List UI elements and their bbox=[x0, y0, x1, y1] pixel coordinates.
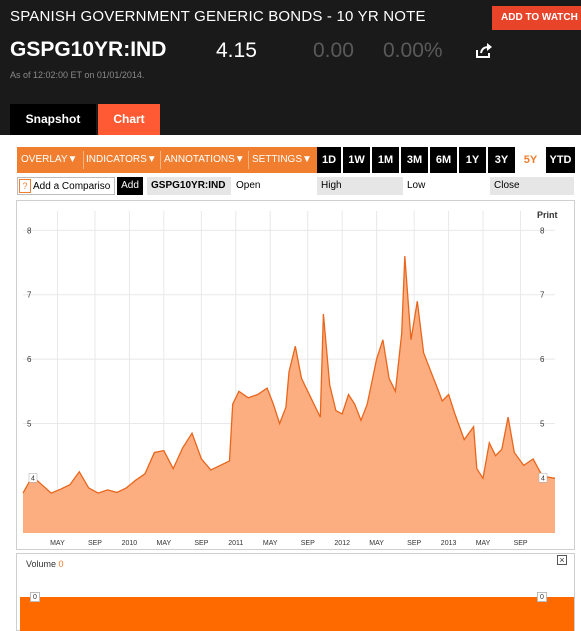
chart-toolbar bbox=[17, 147, 317, 173]
low-value: Low bbox=[407, 180, 426, 191]
range-ytd-button[interactable]: YTD bbox=[546, 147, 575, 173]
range-1w-button[interactable]: 1W bbox=[343, 147, 370, 173]
marker-right-box bbox=[538, 473, 548, 483]
toolbar-divider bbox=[248, 151, 249, 169]
y-tick-label-right: 6 bbox=[540, 355, 545, 364]
marker-left-label: 4 bbox=[31, 475, 35, 482]
toolbar-divider bbox=[83, 151, 84, 169]
y-tick-label-left: 6 bbox=[27, 355, 32, 364]
price-change: 0.00 bbox=[313, 39, 354, 62]
x-tick-label: SEP bbox=[514, 540, 528, 547]
open-value: Open bbox=[235, 177, 316, 195]
volume-tick-right: 0 bbox=[537, 592, 547, 602]
x-tick-label: SEP bbox=[301, 540, 315, 547]
tab-bar bbox=[0, 95, 581, 135]
marker-left-box bbox=[28, 473, 38, 483]
add-compare-button[interactable]: Add bbox=[117, 177, 143, 195]
last-price: 4.15 bbox=[216, 39, 257, 62]
x-tick-label: MAY bbox=[369, 540, 384, 547]
price-chart: 8 8 7 7 6 6 5 5 4 4 MAY SEP 2010 MAY SEP 2011 MAY SEP 2012… bbox=[22, 211, 556, 547]
x-tick-label: 2011 bbox=[228, 540, 243, 547]
range-5y-button[interactable]: 5Y bbox=[517, 147, 544, 173]
annotations-menu[interactable]: ANNOTATIONS▼ bbox=[164, 154, 245, 165]
ticker-symbol: GSPG10YR:IND bbox=[10, 38, 167, 61]
volume-title: Volume bbox=[26, 559, 57, 569]
x-tick-label: MAY bbox=[263, 540, 278, 547]
range-3m-button[interactable]: 3M bbox=[401, 147, 428, 173]
range-3y-button[interactable]: 3Y bbox=[488, 147, 515, 173]
x-tick-label: MAY bbox=[476, 540, 491, 547]
volume-tick-left: 0 bbox=[30, 592, 40, 602]
overlay-menu[interactable]: OVERLAY▼ bbox=[21, 154, 78, 165]
yield-area bbox=[23, 256, 555, 533]
tab-chart[interactable]: Chart bbox=[98, 104, 160, 135]
compare-input[interactable]: ? Add a Compariso bbox=[17, 177, 115, 195]
toolbar-divider bbox=[160, 151, 161, 169]
page-title: SPANISH GOVERNMENT GENERIC BONDS - 10 YR… bbox=[10, 8, 426, 25]
help-icon[interactable]: ? bbox=[19, 179, 31, 194]
compare-placeholder: Add a Compariso bbox=[33, 181, 111, 192]
high-value: High bbox=[317, 177, 403, 195]
x-tick-label: SEP bbox=[407, 540, 421, 547]
x-tick-label: SEP bbox=[194, 540, 208, 547]
y-tick-label-left: 8 bbox=[27, 226, 32, 235]
range-1d-button[interactable]: 1D bbox=[317, 147, 341, 173]
close-value: Close bbox=[490, 177, 574, 195]
yield-line bbox=[22, 256, 556, 494]
volume-value: 0 bbox=[58, 559, 64, 569]
price-change-percent: 0.00% bbox=[383, 39, 443, 62]
y-tick-label-right: 5 bbox=[540, 420, 545, 429]
volume-label: Volume 0 bbox=[26, 559, 64, 569]
x-tick-label: MAY bbox=[50, 540, 65, 547]
volume-bar bbox=[20, 597, 574, 631]
x-tick-label: 2010 bbox=[122, 540, 138, 547]
marker-right-label: 4 bbox=[541, 475, 545, 482]
tab-snapshot[interactable]: Snapshot bbox=[10, 104, 96, 135]
close-icon[interactable]: × bbox=[557, 555, 567, 565]
x-tick-label: SEP bbox=[88, 540, 102, 547]
as-of-timestamp: As of 12:02:00 ET on 01/01/2014. bbox=[10, 70, 145, 80]
print-link[interactable]: Print bbox=[537, 210, 558, 220]
indicators-menu[interactable]: INDICATORS▼ bbox=[86, 154, 157, 165]
y-tick-label-left: 5 bbox=[27, 420, 32, 429]
range-1m-button[interactable]: 1M bbox=[372, 147, 399, 173]
share-icon[interactable] bbox=[474, 42, 494, 60]
x-tick-label: 2013 bbox=[441, 540, 457, 547]
y-tick-label-right: 7 bbox=[540, 291, 545, 300]
y-tick-label-right: 8 bbox=[540, 226, 545, 235]
x-tick-label: 2012 bbox=[334, 540, 350, 547]
y-tick-label-left: 7 bbox=[27, 291, 32, 300]
chart-frame bbox=[16, 200, 575, 550]
symbol-label: GSPG10YR:IND bbox=[147, 177, 231, 195]
x-tick-label: MAY bbox=[156, 540, 171, 547]
range-6m-button[interactable]: 6M bbox=[430, 147, 457, 173]
settings-menu[interactable]: SETTINGS▼ bbox=[252, 154, 312, 165]
range-1y-button[interactable]: 1Y bbox=[459, 147, 486, 173]
add-to-watchlist-button[interactable]: ADD TO WATCH bbox=[492, 6, 581, 30]
